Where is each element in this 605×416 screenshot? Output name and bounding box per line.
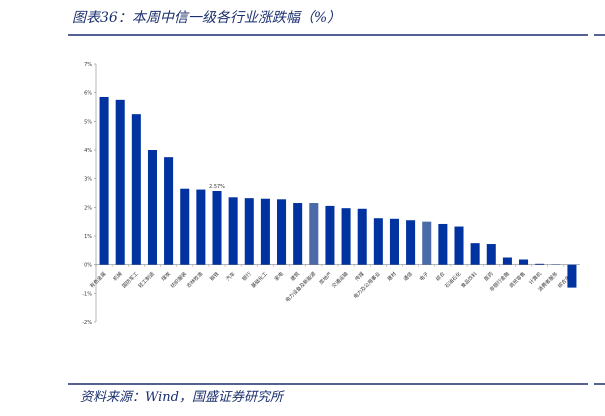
x-tick-label: 汽车 [225,270,237,282]
bar [519,259,529,265]
x-tick-label: 机械 [112,270,124,282]
chart-title: 图表36：本周中信一级各行业涨跌幅（%） [72,10,342,26]
bar [325,205,335,265]
x-tick-label: 交通运输 [330,270,349,289]
x-tick-label: 轻工制造 [137,270,156,289]
bar [131,114,141,265]
bar [228,197,238,265]
bar [454,226,464,265]
x-tick-label: 银行 [241,270,253,282]
y-tick-label: 6% [84,91,92,97]
x-tick-label: 纺织服装 [169,270,188,289]
x-tick-label: 商贸零售 [508,270,527,289]
bar [422,221,432,265]
bar [567,264,577,288]
y-tick-label: -1% [82,291,92,297]
bar [277,199,287,265]
bar [502,257,512,265]
bar [357,208,367,265]
bar [115,99,125,265]
bar [535,263,545,265]
x-tick-label: 医药 [483,270,495,282]
x-tick-label: 通信 [402,270,414,282]
x-tick-label: 农林牧渔 [185,270,204,289]
x-tick-label: 食品饮料 [459,270,478,289]
bar [470,243,480,265]
bar [196,189,206,265]
y-tick-label: 1% [84,234,92,240]
x-tick-label: 家电 [273,270,285,282]
source-note: 资料来源：Wind，国盛证券研究所 [80,390,283,405]
x-tick-label: 有色金属 [88,270,107,289]
bar [341,208,351,265]
y-tick-label: -2% [82,320,92,326]
x-tick-label: 综合 [434,270,446,282]
bar [389,218,399,265]
bar [147,150,157,265]
bar [212,190,222,265]
bar [406,220,416,265]
x-tick-label: 传媒 [354,270,366,282]
bar [99,96,109,265]
x-tick-label: 石油石化 [443,270,462,289]
value-label: 2.57% [209,184,225,190]
bar [260,198,270,265]
y-tick-label: 2% [84,205,92,211]
x-tick-label: 计算机 [528,270,544,286]
x-tick-label: 电子 [418,270,430,282]
y-tick-label: 7% [84,62,92,68]
y-tick-label: 5% [84,119,92,125]
y-tick-label: 3% [84,177,92,183]
x-tick-label: 钢铁 [208,270,220,282]
x-tick-label: 基础化工 [250,270,269,289]
bar [164,157,174,265]
x-tick-label: 建材 [386,270,398,282]
bar [486,244,496,265]
y-tick-label: 0% [84,263,92,269]
x-tick-label: 煤炭 [160,270,172,282]
bar [180,188,190,265]
x-tick-label: 建筑 [289,270,301,282]
y-tick-label: 4% [84,148,92,154]
bar [373,218,383,265]
bar [244,198,254,265]
x-tick-label: 国防军工 [121,270,140,289]
bar [293,203,303,265]
bar [309,203,319,265]
bar [438,223,448,265]
x-tick-label: 房地产 [318,270,334,286]
